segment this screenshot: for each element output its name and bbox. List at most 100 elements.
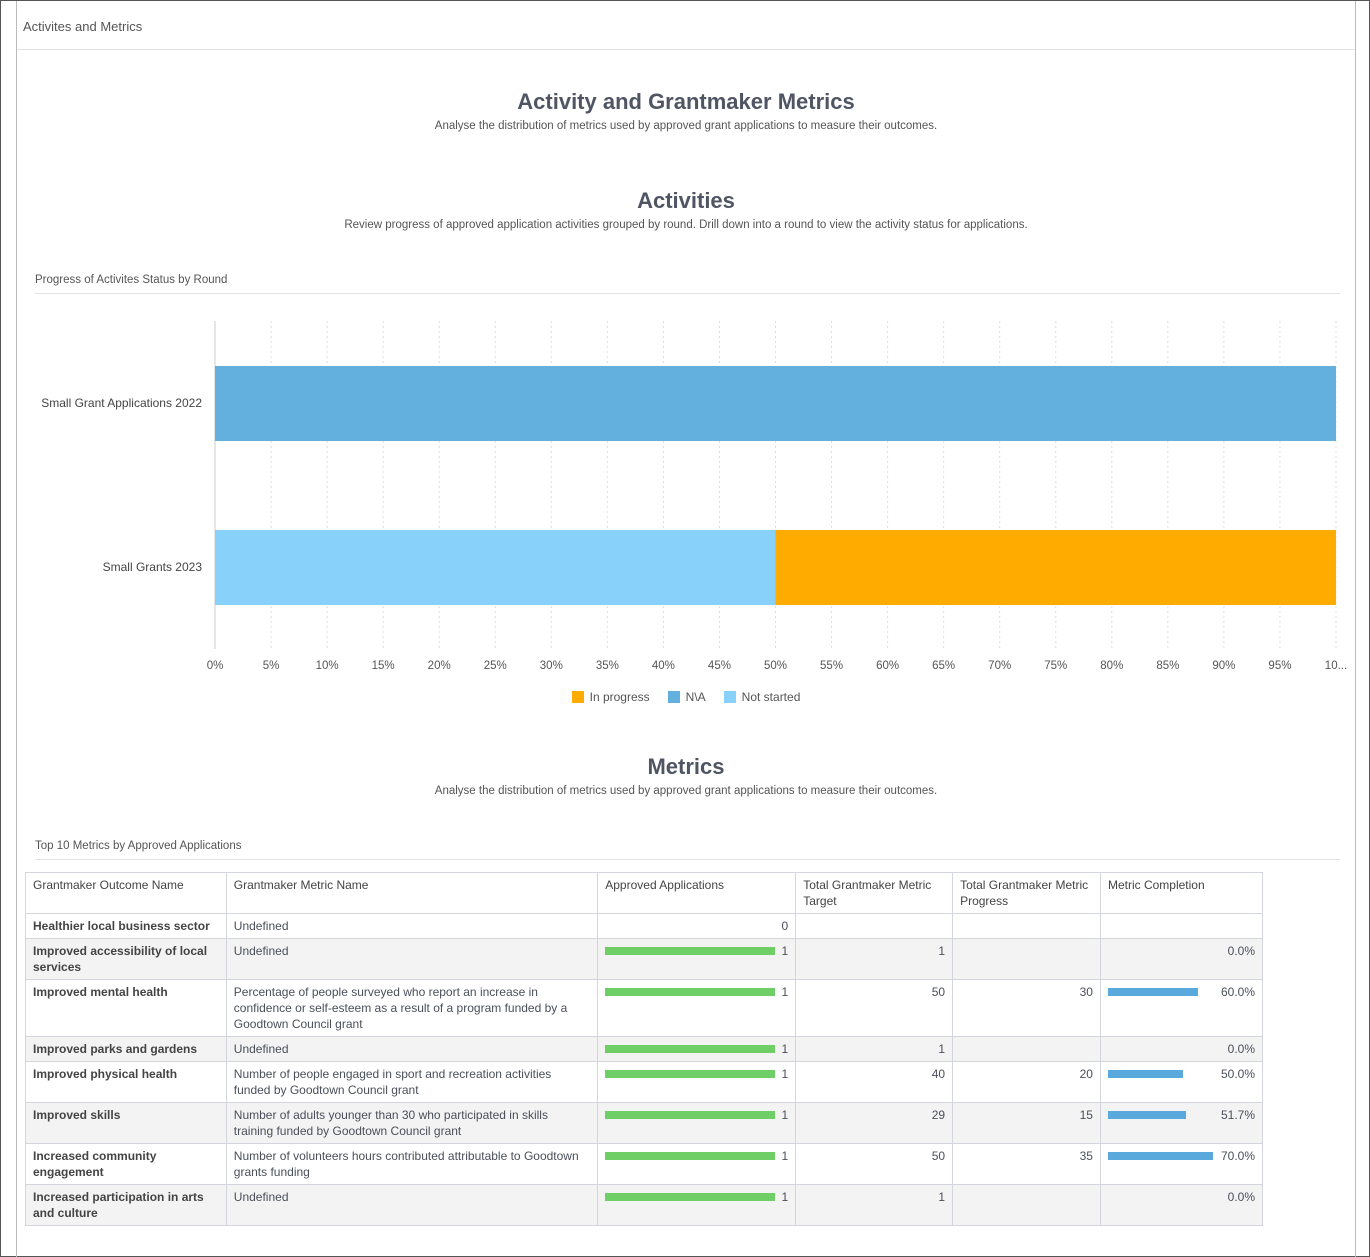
legend-item[interactable]: N\A [667,690,706,704]
table-row[interactable]: Improved physical health Number of people… [25,1061,1264,1103]
x-tick-label: 70% [988,660,1011,672]
x-tick-label: 30% [540,660,563,672]
legend-swatch [667,691,680,703]
approved-value: 0 [781,919,789,933]
approved-bar [605,988,776,996]
bar-segment-not-started[interactable] [215,530,776,605]
page-title: Activity and Grantmaker Metrics [517,89,855,114]
approved-value: 1 [781,1042,789,1056]
approved-applications: 1 [597,938,797,980]
chart-caption: Progress of Activites Status by Round [35,274,228,286]
legend-swatch [571,691,584,703]
table-caption: Top 10 Metrics by Approved Applications [35,840,242,852]
approved-bar [605,1193,776,1201]
outcome-name: Improved parks and gardens [25,1036,227,1062]
column-header[interactable]: Grantmaker Outcome Name [25,872,227,914]
metric-progress [952,1184,1101,1226]
table-row[interactable]: Increased participation in arts and cult… [25,1184,1264,1226]
table-row[interactable]: Improved accessibility of local services… [25,938,1264,980]
approved-applications: 1 [597,1061,797,1103]
metric-completion: 51.7% [1099,1102,1264,1144]
outcome-name: Improved skills [25,1102,227,1144]
breadcrumb[interactable]: Activites and Metrics [23,19,143,34]
metric-progress [952,1036,1101,1062]
bar-segment-n-a[interactable] [215,366,1336,441]
approved-value: 1 [781,985,789,999]
column-header[interactable]: Metric Completion [1099,872,1264,914]
table-row[interactable]: Improved parks and gardens Undefined 1 1 0.0… [25,1036,1264,1062]
metric-completion: 0.0% [1099,1036,1264,1062]
main-panel: Activites and Metrics Activity and Grant… [16,1,1356,1257]
activities-title: Activities [637,188,735,213]
metric-progress [952,938,1101,980]
metric-target: 1 [795,1184,954,1226]
metric-name: Undefined [225,1184,599,1226]
metric-target: 50 [795,979,954,1037]
x-tick-label: 65% [932,660,955,672]
x-tick-label: 5% [263,660,280,672]
divider [35,293,1340,294]
legend-label: In progress [589,690,650,704]
table-row[interactable]: Healthier local business sector Undefined… [25,913,1264,939]
approved-bar [605,1152,776,1160]
x-tick-label: 50% [764,660,787,672]
column-header[interactable]: Grantmaker Metric Name [225,872,599,914]
approved-applications: 1 [597,1184,797,1226]
metric-completion: 0.0% [1099,938,1264,980]
outcome-name: Improved mental health [25,979,227,1037]
metric-name: Number of people engaged in sport and re… [225,1061,599,1103]
x-tick-label: 25% [484,660,507,672]
x-tick-label: 95% [1268,660,1291,672]
approved-bar [605,947,776,955]
column-header[interactable]: Total Grantmaker Metric Progress [952,872,1101,914]
metrics-subtitle: Analyse the distribution of metrics used… [434,785,938,797]
metric-completion: 60.0% [1099,979,1264,1037]
table-row[interactable]: Improved skills Number of adults younger … [25,1102,1264,1144]
approved-applications: 1 [597,979,797,1037]
completion-value: 50.0% [1220,1067,1255,1081]
completion-value: 60.0% [1220,985,1255,999]
activities-bar-chart: 0% 5% 10% 15% 20% 25% 30% 35% 40% 45% 50% 55% 60% 65%… [41,321,1347,672]
x-tick-label: 20% [428,660,451,672]
approved-applications: 1 [597,1143,797,1185]
metric-name: Undefined [225,938,599,980]
legend-item[interactable]: In progress [571,690,650,704]
legend-label: N\A [685,690,706,704]
table-row[interactable]: Improved mental health Percentage of peop… [25,979,1264,1037]
x-tick-label: 45% [708,660,731,672]
x-tick-label: 55% [820,660,843,672]
approved-applications: 1 [597,1102,797,1144]
table-row[interactable]: Increased community engagement Number of … [25,1143,1264,1185]
y-category-label: Small Grants 2023 [103,560,203,574]
legend-item[interactable]: Not started [723,690,800,704]
approved-bar [605,1111,776,1119]
metric-target: 1 [795,938,954,980]
column-header[interactable]: Total Grantmaker Metric Target [795,872,954,914]
approved-applications: 0 [597,913,797,939]
completion-bar [1107,988,1198,996]
column-header[interactable]: Approved Applications [597,872,797,914]
metric-target: 50 [795,1143,954,1185]
x-tick-label: 35% [596,660,619,672]
bar-segment-in-progress[interactable] [775,530,1337,605]
metric-name: Number of volunteers hours contributed a… [225,1143,599,1185]
x-tick-label: 40% [652,660,675,672]
metric-target: 29 [795,1102,954,1144]
metric-progress [952,913,1101,939]
completion-value: 0.0% [1227,944,1255,958]
approved-bar [605,1045,776,1053]
completion-bar [1107,1070,1183,1078]
metric-completion: 50.0% [1099,1061,1264,1103]
completion-bar [1107,1111,1186,1119]
x-tick-label: 60% [876,660,899,672]
metric-name: Number of adults younger than 30 who par… [225,1102,599,1144]
metric-progress: 30 [952,979,1101,1037]
metric-completion: 0.0% [1099,1184,1264,1226]
y-category-label: Small Grant Applications 2022 [41,396,202,410]
metric-target: 40 [795,1061,954,1103]
metric-name: Undefined [225,1036,599,1062]
outcome-name: Improved physical health [25,1061,227,1103]
outcome-name: Improved accessibility of local services [25,938,227,980]
activities-subtitle: Review progress of approved application … [344,219,1028,231]
metric-name: Undefined [225,913,599,939]
